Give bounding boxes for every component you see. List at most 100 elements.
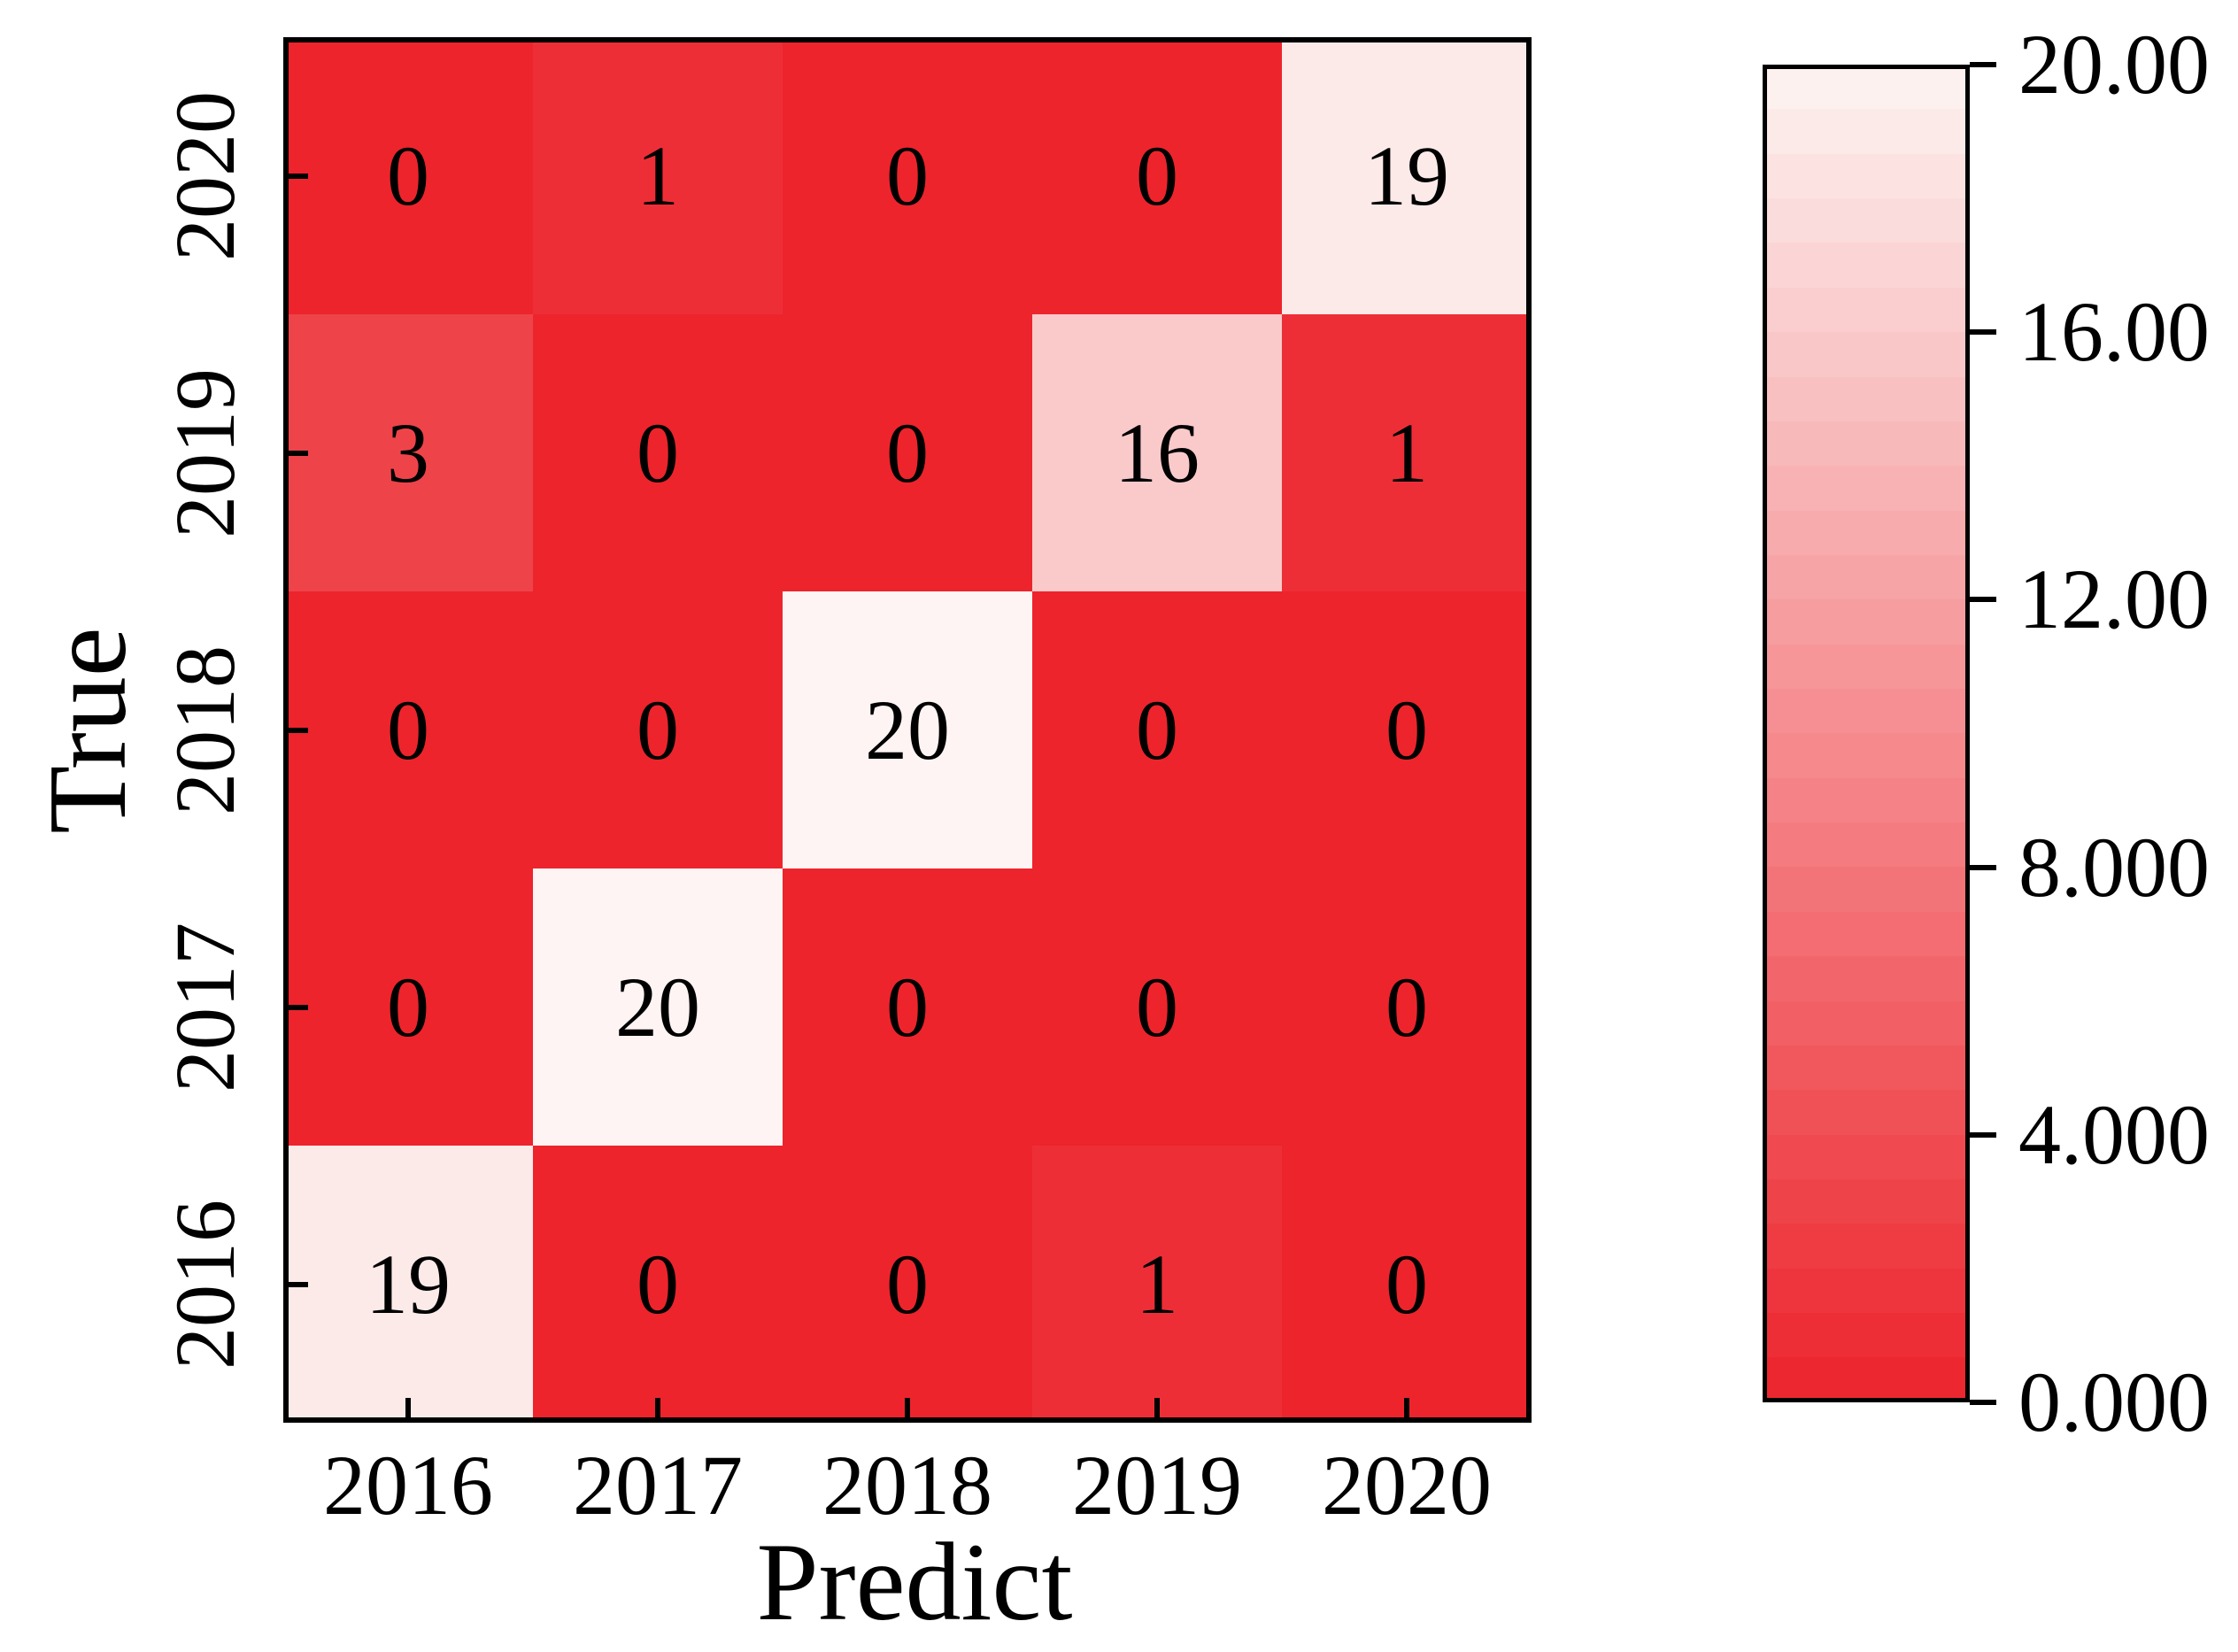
colorbar-band: [1763, 109, 1970, 154]
heatmap-cell: 0: [783, 1146, 1032, 1423]
cell-value: 0: [886, 405, 929, 500]
x-axis-title: Predict: [756, 1521, 1073, 1644]
x-tick-label: 2018: [822, 1438, 992, 1532]
colorbar-band: [1763, 1045, 1970, 1091]
x-tick-label: 2020: [1322, 1438, 1492, 1532]
colorbar-band: [1763, 911, 1970, 957]
colorbar-band: [1763, 287, 1970, 333]
heatmap-cell: 0: [1282, 1146, 1532, 1423]
cell-value: 0: [886, 127, 929, 223]
heatmap-cell: 0: [783, 868, 1032, 1146]
cell-value: 20: [615, 959, 700, 1054]
cell-value: 1: [1136, 1236, 1178, 1332]
cell-value: 0: [387, 959, 429, 1054]
colorbar-band: [1763, 822, 1970, 868]
heatmap-cell: 3: [283, 314, 533, 591]
heatmap-cell: 0: [1032, 591, 1282, 868]
cell-value: 0: [387, 127, 429, 223]
colorbar-band: [1763, 198, 1970, 243]
x-tick: [905, 1398, 910, 1423]
colorbar-band: [1763, 689, 1970, 734]
cell-value: 0: [637, 682, 679, 777]
heatmap-cell: 0: [1282, 591, 1532, 868]
colorbar: [1763, 65, 1970, 1402]
colorbar-band: [1763, 332, 1970, 377]
colorbar-band: [1763, 777, 1970, 823]
colorbar-band: [1763, 376, 1970, 421]
y-tick-label: 2016: [158, 1199, 252, 1370]
x-tick: [1404, 1398, 1409, 1423]
colorbar-band: [1763, 243, 1970, 288]
heatmap-cell: 0: [783, 314, 1032, 591]
colorbar-tick: [1970, 864, 1996, 870]
colorbar-band: [1763, 554, 1970, 600]
colorbar-band: [1763, 1268, 1970, 1314]
x-tick: [655, 1398, 660, 1423]
y-tick: [283, 450, 308, 456]
heatmap-cell: 16: [1032, 314, 1282, 591]
heatmap-cell: 0: [1032, 868, 1282, 1146]
heatmap-cell: 20: [533, 868, 783, 1146]
colorbar-band: [1763, 510, 1970, 555]
heatmap-cell: 1: [533, 37, 783, 314]
x-tick-label: 2017: [573, 1438, 743, 1532]
colorbar-tick-label: 4.000: [2018, 1086, 2210, 1182]
colorbar-band: [1763, 1224, 1970, 1269]
cell-value: 3: [387, 405, 429, 500]
cell-value: 0: [387, 682, 429, 777]
heatmap-cell: 0: [283, 37, 533, 314]
heatmap-cell: 0: [283, 591, 533, 868]
colorbar-band: [1763, 1134, 1970, 1179]
colorbar-tick: [1970, 1131, 1996, 1138]
colorbar-band: [1763, 1313, 1970, 1358]
cell-value: 0: [637, 1236, 679, 1332]
cell-value: 16: [1115, 405, 1200, 500]
colorbar-band: [1763, 65, 1970, 110]
heatmap-cell: 19: [1282, 37, 1532, 314]
heatmap-cell: 0: [1032, 37, 1282, 314]
colorbar-band: [1763, 867, 1970, 912]
cell-value: 0: [1136, 127, 1178, 223]
heatmap-cell: 20: [783, 591, 1032, 868]
y-tick-label: 2020: [158, 90, 252, 261]
y-tick-label: 2018: [158, 645, 252, 815]
cell-value: 0: [886, 959, 929, 1054]
heatmap-cell: 1: [1282, 314, 1532, 591]
y-axis-title: True: [27, 627, 150, 834]
colorbar-band: [1763, 153, 1970, 199]
colorbar-band: [1763, 1178, 1970, 1224]
cell-value: 1: [637, 127, 679, 223]
heatmap-cell: 0: [283, 868, 533, 1146]
cell-value: 0: [1385, 959, 1428, 1054]
colorbar-tick-label: 16.00: [2018, 284, 2210, 380]
colorbar-tick-label: 8.000: [2018, 819, 2210, 915]
colorbar-tick-label: 20.00: [2018, 17, 2210, 112]
cell-value: 0: [1136, 682, 1178, 777]
colorbar-band: [1763, 1000, 1970, 1046]
colorbar-band: [1763, 733, 1970, 778]
heatmap-cell: 0: [783, 37, 1032, 314]
y-tick: [283, 1004, 308, 1010]
colorbar-band: [1763, 956, 1970, 1001]
heatmap-cell: 0: [533, 1146, 783, 1423]
y-tick: [283, 727, 308, 733]
heatmap-cell: 0: [533, 314, 783, 591]
x-tick: [1154, 1398, 1160, 1423]
heatmap-grid: 0 1 0 0 19 3 0 0 16 1 0 0 20 0 0 0 20 0 0 0 19 0 0 1 0: [283, 37, 1532, 1423]
heatmap-cell: 19: [283, 1146, 533, 1423]
cell-value: 1: [1385, 405, 1428, 500]
cell-value: 0: [1136, 959, 1178, 1054]
cell-value: 0: [886, 1236, 929, 1332]
colorbar-tick: [1970, 1400, 1996, 1405]
cell-value: 0: [1385, 682, 1428, 777]
colorbar-band: [1763, 644, 1970, 690]
colorbar-tick-label: 12.00: [2018, 552, 2210, 647]
x-tick: [405, 1398, 411, 1423]
cell-value: 19: [1364, 127, 1449, 223]
x-tick-label: 2019: [1072, 1438, 1242, 1532]
colorbar-band: [1763, 1090, 1970, 1135]
y-tick: [283, 1281, 308, 1287]
colorbar-tick-label: 0.000: [2018, 1355, 2210, 1449]
cell-value: 20: [865, 682, 950, 777]
